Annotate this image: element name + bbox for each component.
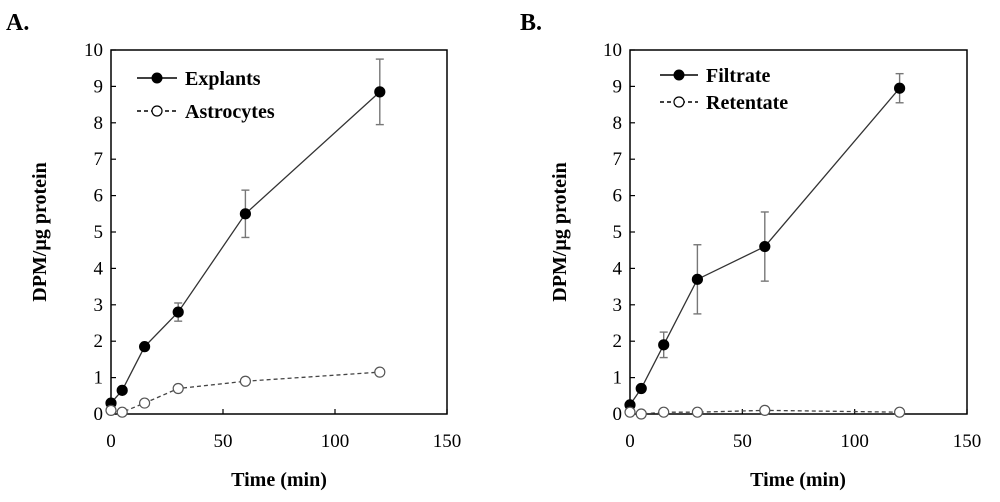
legend-marker-filtrate [673,69,685,81]
y-tick-label: 9 [94,76,104,97]
y-tick-label: 7 [94,149,104,170]
y-tick-label: 3 [94,295,104,316]
y-tick-label: 10 [84,40,103,61]
panel-b-errorbars [659,72,904,359]
x-tick-label: 50 [214,431,233,452]
panel-a-plot-frame [110,49,448,415]
y-tick-label: 2 [613,331,623,352]
panel-b-markers [624,82,906,420]
data-point-astrocytes [374,366,386,378]
y-tick-label: 5 [613,222,623,243]
y-tick-label: 5 [94,222,104,243]
data-point-filtrate [893,82,906,94]
y-tick-label: 0 [613,404,623,425]
data-point-retentate [635,408,647,420]
x-tick-label: 100 [321,431,350,452]
legend-marker-explants [151,72,163,84]
legend-label-astrocytes: Astrocytes [185,101,275,123]
data-point-filtrate [658,339,670,351]
data-point-filtrate [691,273,704,285]
data-point-explants [239,208,251,220]
y-tick-label: 6 [94,186,104,207]
panel-a-errorbars [174,58,384,322]
legend-label-retentate: Retentate [706,92,788,114]
data-point-explants [172,306,184,318]
data-point-explants [374,86,386,98]
y-tick-label: 4 [613,258,623,279]
data-point-explants [139,341,151,353]
legend-label-filtrate: Filtrate [706,65,771,87]
panel-a-x-axis-title: Time (min) [231,469,327,491]
x-tick-label: 150 [953,431,982,452]
data-point-astrocytes [116,406,128,418]
x-tick-label: 150 [433,431,462,452]
y-tick-label: 8 [94,113,104,134]
y-tick-label: 10 [603,40,622,61]
data-point-astrocytes [139,397,151,409]
y-tick-label: 1 [94,368,104,389]
y-tick-label: 9 [613,76,623,97]
data-point-astrocytes [239,375,251,387]
x-tick-label: 0 [106,431,116,452]
panel-a-label: A. [6,10,29,36]
x-tick-label: 50 [733,431,752,452]
legend-marker-retentate [673,96,685,108]
x-tick-label: 100 [840,431,869,452]
panel-b-label: B. [520,10,542,36]
y-tick-label: 0 [94,404,104,425]
panel-b-x-axis-title: Time (min) [750,469,846,491]
data-point-filtrate [759,240,771,253]
data-point-retentate [658,406,670,418]
y-tick-label: 4 [94,258,104,279]
y-tick-label: 2 [94,331,104,352]
data-point-explants [116,384,128,396]
data-point-retentate [624,406,636,418]
series-line-explants [110,91,381,404]
y-tick-label: 3 [613,295,623,316]
data-point-retentate [691,406,704,418]
data-point-retentate [759,404,771,416]
y-tick-label: 6 [613,186,623,207]
panel-a-lines [110,91,381,413]
y-tick-label: 7 [613,149,623,170]
legend-label-explants: Explants [185,68,261,90]
x-tick-label: 0 [625,431,635,452]
panel-a-y-axis-title: DPM/µg protein [29,162,51,301]
data-point-filtrate [635,382,647,395]
data-point-astrocytes [105,404,117,416]
panel-a-markers [105,86,386,418]
data-point-retentate [893,406,906,418]
y-tick-label: 8 [613,113,623,134]
data-point-astrocytes [172,382,184,395]
legend-marker-astrocytes [151,105,163,117]
panel-b-y-axis-title: DPM/µg protein [549,162,571,301]
panel-a-legend: Explants Astrocytes [137,68,275,123]
panel-b-legend: Filtrate Retentate [660,65,788,114]
y-tick-label: 1 [613,368,623,389]
